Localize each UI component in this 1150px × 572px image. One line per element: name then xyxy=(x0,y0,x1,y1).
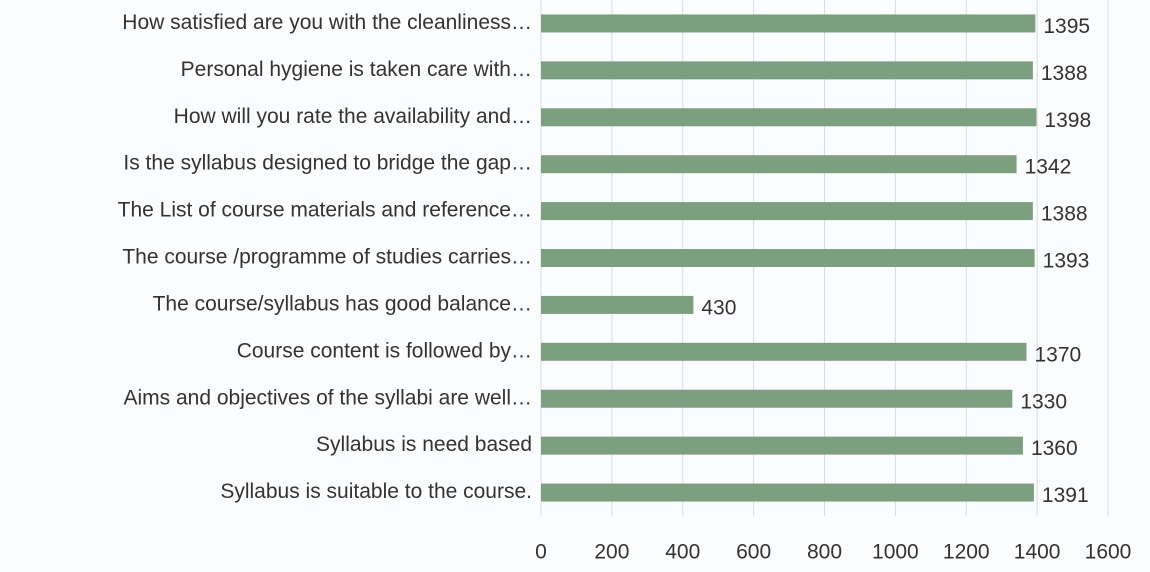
x-tick-label: 1000 xyxy=(872,541,919,564)
x-tick-label: 600 xyxy=(736,541,771,564)
y-tick-label: The course /programme of studies carries… xyxy=(122,246,532,269)
data-label: 1395 xyxy=(1043,15,1090,38)
bar xyxy=(541,155,1017,174)
data-label: 1388 xyxy=(1041,203,1088,226)
data-label: 1330 xyxy=(1020,390,1067,413)
bar xyxy=(541,61,1033,80)
y-tick-label: The List of course materials and referen… xyxy=(118,199,532,222)
y-tick-label: Course content is followed by… xyxy=(237,339,532,362)
y-tick-label: Personal hygiene is taken care with… xyxy=(181,58,532,81)
y-tick-label: Syllabus is need based xyxy=(316,433,532,456)
x-tick-label: 0 xyxy=(535,541,547,564)
x-tick-label: 1600 xyxy=(1085,541,1132,564)
bar xyxy=(541,14,1036,33)
data-label: 430 xyxy=(701,296,736,319)
data-label: 1391 xyxy=(1042,484,1089,507)
data-label: 1360 xyxy=(1031,437,1078,460)
x-tick-label: 1400 xyxy=(1014,541,1061,564)
bar xyxy=(541,249,1035,267)
data-label: 1398 xyxy=(1044,109,1091,132)
bar xyxy=(541,202,1033,221)
y-tick-label: How will you rate the availability and… xyxy=(174,105,532,128)
bar xyxy=(541,483,1034,502)
bar xyxy=(541,389,1013,408)
x-tick-label: 400 xyxy=(665,541,700,564)
x-tick-label: 1200 xyxy=(943,541,990,564)
bar xyxy=(541,436,1023,455)
x-tick-label: 800 xyxy=(807,541,842,564)
y-tick-label: Is the syllabus designed to bridge the g… xyxy=(123,152,532,175)
data-label: 1370 xyxy=(1034,343,1081,366)
bar xyxy=(541,342,1027,361)
bar xyxy=(541,108,1037,127)
data-label: 1342 xyxy=(1025,156,1072,179)
y-tick-label: Aims and objectives of the syllabi are w… xyxy=(123,386,532,409)
x-tick-label: 200 xyxy=(594,541,629,564)
y-tick-label: The course/syllabus has good balance… xyxy=(153,292,532,315)
y-tick-label: How satisfied are you with the cleanline… xyxy=(122,11,532,34)
bar xyxy=(541,295,694,314)
y-tick-label: Syllabus is suitable to the course. xyxy=(220,480,532,503)
data-label: 1393 xyxy=(1043,250,1090,273)
data-label: 1388 xyxy=(1041,62,1088,85)
